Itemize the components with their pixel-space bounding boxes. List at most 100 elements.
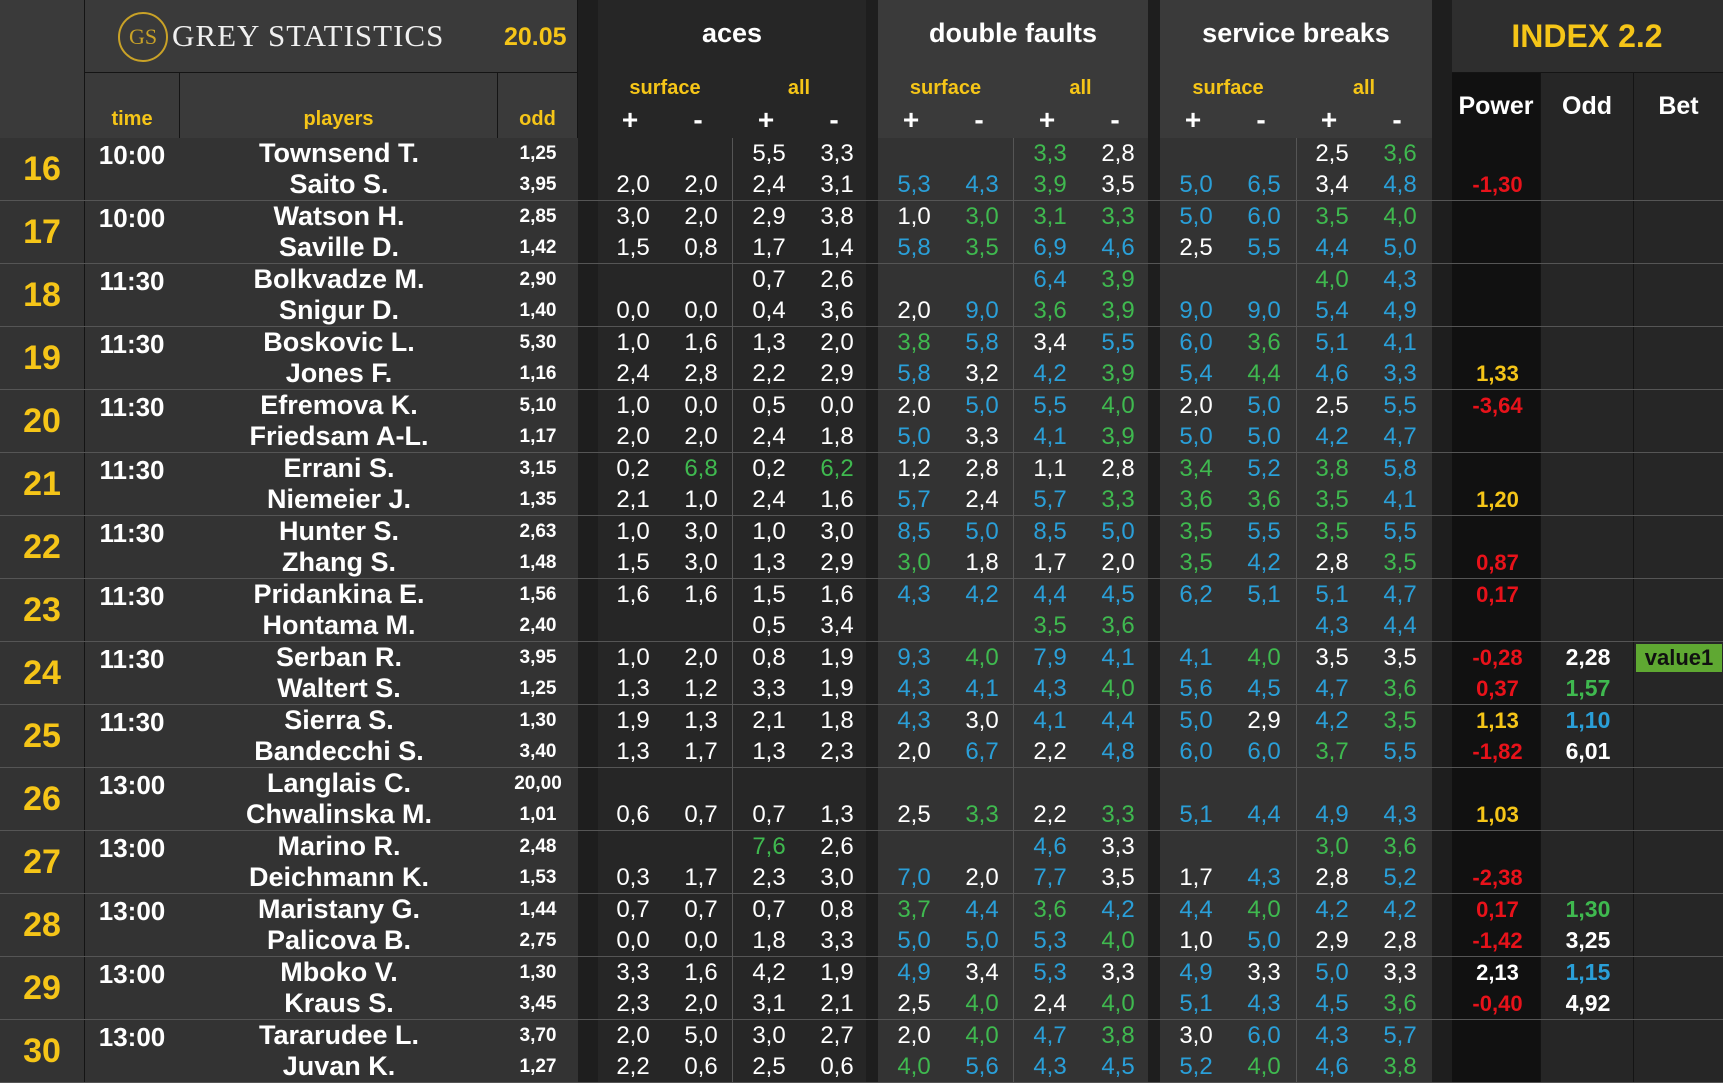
stat-value: 5,5 [1383,392,1417,419]
cell-bg [1541,894,1633,956]
cell-bg [85,831,180,893]
cell-bg [866,831,878,893]
stat-value: 3,4 [965,959,999,986]
cell-bg [866,390,878,452]
stat-value: 3,5 [1383,549,1417,576]
stat-value: 1,8 [820,423,854,450]
stat-value: 7,0 [897,864,931,891]
stat-value: 1,3 [752,329,786,356]
stat-value: 1,0 [752,518,786,545]
index-odd-value: 1,10 [1565,707,1611,733]
stat-value: 0,6 [616,801,650,828]
player-name: Waltert S. [277,673,401,703]
stat-value: 0,7 [752,801,786,828]
index-odd-value: 2,28 [1565,644,1611,670]
stat-value: 3,6 [1179,486,1213,513]
stat-value: 5,0 [684,1022,718,1049]
stat-value: 4,2 [1315,896,1349,923]
odd2-header-cell [1541,73,1633,138]
cell-bg [1634,957,1723,1019]
stat-value: 2,6 [820,833,854,860]
cell-bg [498,201,578,263]
cell-bg [85,768,180,830]
stat-value: 4,0 [897,1053,931,1080]
cell-bg [578,453,598,515]
cell-bg [1148,138,1160,200]
player-name: Marino R. [277,831,401,861]
cell-bg [85,264,180,326]
stat-value: 3,9 [1033,171,1067,198]
stat-value: 2,4 [1033,990,1067,1017]
cell-bg [578,1020,598,1082]
stat-value: 5,7 [1383,1022,1417,1049]
stat-value: 1,9 [820,959,854,986]
column-divider [732,642,733,705]
column-divider [1296,327,1297,390]
player-name: Snigur D. [279,295,399,325]
index-title: INDEX 2.2 [1511,18,1663,54]
stat-value: 4,6 [1315,360,1349,387]
stat-value: 2,1 [616,486,650,513]
match-time: 13:00 [98,1022,166,1052]
match-row: 28 13:00 Maristany G. 1,44 0,7 0,7 0,7 0,8 3,7 4,… [0,894,1723,957]
stat-value: 4,2 [965,581,999,608]
column-divider [1296,579,1297,642]
stat-value: 4,2 [1315,707,1349,734]
player-odd: 3,70 [519,1025,557,1046]
player-odd: 2,48 [519,836,557,857]
stat-value: 0,8 [820,896,854,923]
match-row: 30 13:00 Tararudee L. 3,70 2,0 5,0 3,0 2,7 2,0 4,… [0,1020,1723,1083]
column-divider [1296,453,1297,516]
index-odd-value: 1,30 [1565,896,1611,922]
stat-value: 3,5 [1315,486,1349,513]
power-value: 0,37 [1476,676,1519,701]
stat-value: 5,5 [1247,518,1281,545]
cell-bg [180,453,498,515]
stat-value: 0,7 [752,266,786,293]
odd-column-header: odd [519,108,556,130]
player-odd: 1,25 [519,143,557,164]
bet-badge: value1 [1636,644,1722,672]
cell-bg [578,642,598,704]
stat-value: 5,1 [1179,801,1213,828]
stat-value: 4,0 [1383,203,1417,230]
stat-value: 3,3 [752,675,786,702]
player-name: Bandecchi S. [254,736,424,766]
stat-value: 0,7 [616,896,650,923]
stat-value: 5,3 [1033,927,1067,954]
cell-bg [1541,390,1633,452]
match-time: 13:00 [98,833,166,863]
stat-value: 3,0 [616,203,650,230]
stat-value: 3,4 [1179,455,1213,482]
player-odd: 5,10 [519,395,557,416]
stat-value: 5,6 [1179,675,1213,702]
player-name: Maristany G. [257,894,421,924]
index-header-cell [1452,0,1723,72]
stat-value: 2,3 [616,990,650,1017]
cell-bg [1148,831,1160,893]
index-odd-value: 4,92 [1565,990,1611,1016]
column-divider [1013,768,1014,831]
column-divider [1296,1020,1297,1083]
stat-value: 3,6 [1383,833,1417,860]
stat-value: 5,1 [1247,581,1281,608]
cell-bg [866,264,878,326]
column-divider [1013,957,1014,1020]
cell-bg [498,453,578,515]
stat-value: 2,9 [820,549,854,576]
stat-value: 2,0 [897,392,931,419]
player-name: Hontama M. [262,610,416,640]
cell-bg [1634,264,1723,326]
cell-bg [1432,579,1452,641]
cell-bg [1432,705,1452,767]
cell-bg [0,264,84,326]
stat-value: 1,5 [752,581,786,608]
stat-value: 7,6 [752,833,786,860]
cell-bg [498,642,578,704]
stat-value: 4,3 [1383,801,1417,828]
player-name: Watson H. [273,201,405,231]
match-number: 20 [23,401,61,440]
cell-bg [1452,390,1540,452]
stat-value: 6,8 [684,455,718,482]
cell-bg [578,390,598,452]
